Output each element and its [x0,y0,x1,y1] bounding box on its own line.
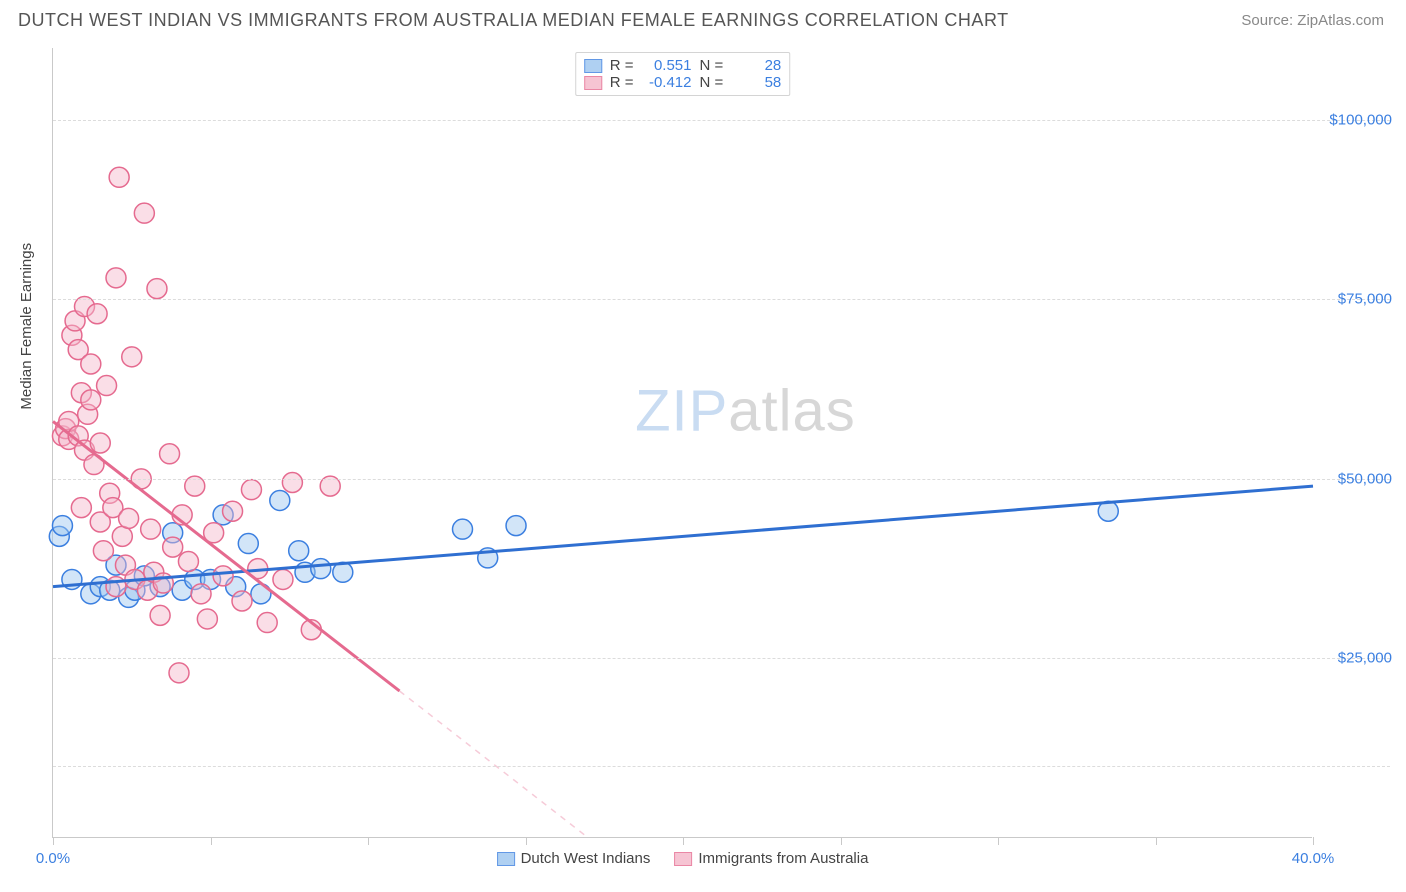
scatter-point [282,473,302,493]
chart-svg [53,48,1313,838]
source-prefix: Source: [1241,12,1297,29]
trend-line-dashed [400,691,589,838]
xtick [211,837,212,845]
legend-series-name-1: Immigrants from Australia [698,850,868,867]
scatter-point [109,167,129,187]
xtick-label: 0.0% [36,850,70,867]
legend-row-1: R = -0.412 N = 58 [584,74,782,91]
scatter-point [134,203,154,223]
source-name: ZipAtlas.com [1297,12,1384,29]
xtick [526,837,527,845]
scatter-point [289,541,309,561]
xtick [53,837,54,845]
scatter-point [112,526,132,546]
legend-r-value-0: 0.551 [642,57,692,74]
xtick [683,837,684,845]
gridline-h [53,658,1390,659]
scatter-point [97,376,117,396]
legend-r-label-0: R = [610,57,634,74]
plot-area: ZIPatlas R = 0.551 N = 28 R = -0.412 N =… [52,48,1312,838]
legend-series: Dutch West Indians Immigrants from Austr… [497,850,869,867]
legend-correlation: R = 0.551 N = 28 R = -0.412 N = 58 [575,52,791,96]
scatter-point [147,279,167,299]
scatter-point [81,354,101,374]
scatter-point [238,534,258,554]
legend-item-1: Immigrants from Australia [674,850,868,867]
scatter-point [311,559,331,579]
scatter-point [270,490,290,510]
scatter-point [150,605,170,625]
plot-container: Median Female Earnings ZIPatlas R = 0.55… [52,48,1392,838]
scatter-point [160,444,180,464]
chart-title: DUTCH WEST INDIAN VS IMMIGRANTS FROM AUS… [18,10,1009,31]
xtick [1156,837,1157,845]
scatter-point [93,541,113,561]
scatter-point [169,663,189,683]
scatter-point [52,516,72,536]
legend-series-name-0: Dutch West Indians [521,850,651,867]
gridline-h [53,120,1390,121]
legend-swatch-1 [584,76,602,90]
legend-bottom-swatch-0 [497,852,515,866]
y-axis-label: Median Female Earnings [18,243,35,410]
scatter-point [106,268,126,288]
scatter-point [453,519,473,539]
legend-n-value-1: 58 [731,74,781,91]
legend-bottom-swatch-1 [674,852,692,866]
scatter-point [90,433,110,453]
scatter-point [87,304,107,324]
ytick-label: $25,000 [1312,650,1392,667]
legend-n-label-0: N = [700,57,724,74]
source-label: Source: ZipAtlas.com [1241,12,1384,29]
gridline-h [53,766,1390,767]
legend-r-label-1: R = [610,74,634,91]
scatter-point [223,501,243,521]
scatter-point [257,613,277,633]
scatter-point [178,552,198,572]
scatter-point [71,498,91,518]
xtick [368,837,369,845]
ytick-label: $50,000 [1312,470,1392,487]
xtick [841,837,842,845]
ytick-label: $75,000 [1312,291,1392,308]
legend-swatch-0 [584,59,602,73]
legend-n-value-0: 28 [731,57,781,74]
legend-row-0: R = 0.551 N = 28 [584,57,782,74]
scatter-point [506,516,526,536]
scatter-point [141,519,161,539]
scatter-point [213,566,233,586]
scatter-point [81,390,101,410]
scatter-point [197,609,217,629]
gridline-h [53,479,1390,480]
xtick [998,837,999,845]
scatter-point [119,508,139,528]
scatter-point [122,347,142,367]
legend-item-0: Dutch West Indians [497,850,651,867]
scatter-point [241,480,261,500]
scatter-point [273,569,293,589]
legend-n-label-1: N = [700,74,724,91]
xtick [1313,837,1314,845]
scatter-point [232,591,252,611]
ytick-label: $100,000 [1312,111,1392,128]
xtick-label: 40.0% [1292,850,1335,867]
gridline-h [53,299,1390,300]
scatter-point [163,537,183,557]
legend-r-value-1: -0.412 [642,74,692,91]
scatter-point [191,584,211,604]
